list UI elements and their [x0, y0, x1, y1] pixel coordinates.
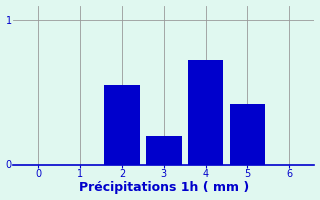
X-axis label: Précipitations 1h ( mm ): Précipitations 1h ( mm ): [79, 181, 249, 194]
Bar: [230, 104, 265, 164]
Bar: [188, 60, 223, 164]
Bar: [146, 136, 181, 164]
Bar: [104, 85, 140, 164]
